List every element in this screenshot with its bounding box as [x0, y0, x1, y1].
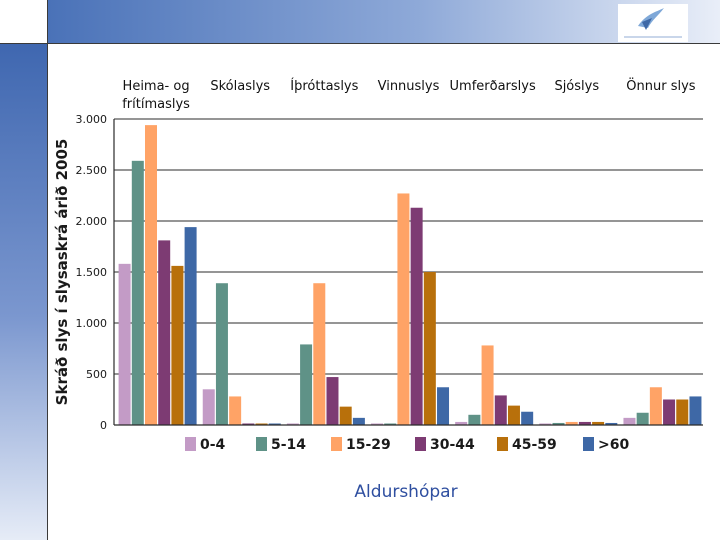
- y-tick-label: 1.500: [76, 266, 108, 279]
- category-label: Umferðarslys: [450, 79, 536, 94]
- category-label: Heima- og frítímaslys: [122, 79, 190, 112]
- legend-label: 30-44: [430, 437, 475, 453]
- y-axis-label: Skráð slys í slysaskrá árið 2005: [53, 139, 71, 406]
- bar: [131, 160, 144, 425]
- bar: [184, 227, 197, 425]
- bar: [286, 423, 299, 425]
- logo-graphic: [624, 8, 682, 38]
- legend-swatch: [256, 437, 267, 451]
- bar: [481, 345, 494, 425]
- legend-label: 15-29: [346, 437, 391, 453]
- bar: [145, 125, 157, 426]
- category-label: Íþróttaslys: [290, 78, 358, 94]
- bar: [371, 423, 384, 425]
- vertical-divider: [47, 0, 48, 540]
- legend-label: 5-14: [271, 437, 306, 453]
- legend-swatch: [583, 437, 594, 451]
- bar: [552, 422, 565, 425]
- category-label: Skólaslys: [210, 79, 270, 94]
- bar: [507, 405, 520, 425]
- y-tick-label: 2.500: [76, 164, 108, 177]
- chart-panel: 0 500 1.000 1.500 2.000 2.500 3.000 Heima- og f…: [49, 52, 716, 510]
- bar: [605, 422, 618, 425]
- bar: [339, 406, 352, 425]
- bars: [118, 125, 702, 426]
- y-ticks: 0 500 1.000 1.500 2.000 2.500 3.000: [76, 113, 108, 432]
- legend-swatch: [415, 437, 426, 451]
- category-labels: Heima- og frítímaslys Skólaslys Íþróttaslys…: [122, 77, 696, 112]
- header-band: [48, 0, 720, 43]
- bar: [565, 421, 578, 425]
- logo-swoosh: [638, 8, 664, 28]
- bar: [202, 389, 215, 425]
- bar: [313, 283, 326, 425]
- bar: [663, 399, 676, 425]
- sidebar-band: [0, 43, 48, 540]
- bar: [268, 423, 281, 425]
- bar: [468, 414, 481, 425]
- y-tick-label: 3.000: [76, 113, 108, 126]
- bar: [300, 344, 313, 425]
- bar: [455, 421, 468, 425]
- legend-label: 0-4: [200, 437, 226, 453]
- bar: [676, 399, 689, 425]
- bar: [578, 421, 591, 425]
- y-tick-label: 2.000: [76, 215, 108, 228]
- legend-swatch: [185, 437, 196, 451]
- legend-label: >60: [598, 437, 629, 453]
- y-tick-label: 500: [86, 368, 107, 381]
- bar: [242, 423, 255, 425]
- category-label: Vinnuslys: [378, 79, 440, 94]
- logo-wordmark: [624, 36, 682, 38]
- y-tick-label: 0: [100, 419, 107, 432]
- x-axis-label: Aldurshópar: [354, 482, 457, 502]
- bar: [521, 411, 534, 425]
- bar: [229, 396, 242, 425]
- bar: [255, 423, 268, 425]
- legend-swatch: [497, 437, 508, 451]
- category-label: Önnur slys: [626, 77, 696, 94]
- y-tick-label: 1.000: [76, 317, 108, 330]
- grid: [114, 118, 703, 375]
- bar: [437, 387, 450, 425]
- bar-chart: 0 500 1.000 1.500 2.000 2.500 3.000 Heima- og f…: [53, 77, 703, 502]
- bar: [397, 193, 410, 425]
- bar: [649, 387, 662, 425]
- bar: [118, 263, 131, 425]
- corner-block: [0, 0, 48, 43]
- legend-swatch: [331, 437, 342, 451]
- bar: [215, 283, 228, 425]
- bar: [171, 265, 184, 425]
- bar: [158, 240, 171, 425]
- horizontal-divider: [0, 43, 720, 44]
- bar: [423, 272, 436, 425]
- logo: [618, 4, 688, 42]
- bar: [410, 207, 423, 425]
- logo-figure: [642, 18, 652, 30]
- bar: [689, 396, 702, 425]
- category-label: Sjóslys: [554, 79, 599, 94]
- bar: [352, 417, 365, 425]
- bar: [494, 395, 507, 425]
- bar: [623, 417, 636, 425]
- legend-label: 45-59: [512, 437, 557, 453]
- axes: [113, 119, 703, 426]
- bar: [539, 423, 552, 425]
- bar: [384, 423, 397, 425]
- bar: [326, 377, 339, 425]
- bar: [636, 412, 649, 425]
- bar: [592, 421, 605, 425]
- legend: 0-4 5-14 15-29 30-44 45-59 >60: [185, 437, 629, 453]
